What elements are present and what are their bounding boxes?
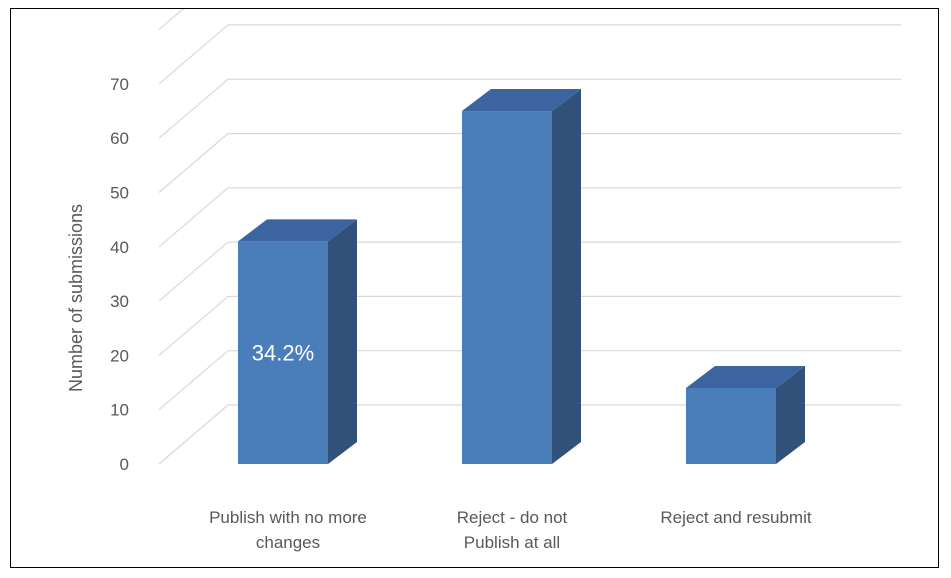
gridline-diagonal: [158, 295, 229, 356]
y-tick-label: 20: [110, 346, 129, 365]
bar-top: [686, 365, 805, 388]
labels: 0 10 20 30 40 50 60 70 34.2% Publish with no more…: [110, 75, 812, 552]
chart-frame: 0 10 20 30 40 50 60 70 34.2% Publish with no more…: [10, 8, 939, 568]
gridline-diagonal: [158, 241, 229, 302]
x-category-label: Publish at all: [464, 533, 560, 552]
bar-1: [462, 89, 581, 465]
y-tick-label: 0: [120, 455, 129, 474]
bar-top: [238, 219, 357, 242]
gridline-diagonal: [158, 9, 185, 31]
y-axis-title: Number of submissions: [66, 204, 86, 392]
bars: [238, 89, 805, 465]
x-category-label: Reject - do not: [457, 508, 568, 527]
gridline-diagonal: [158, 78, 229, 139]
bar-front: [238, 241, 328, 464]
bar-chart: 0 10 20 30 40 50 60 70 34.2% Publish with no more…: [66, 9, 901, 552]
bar-0: [238, 219, 357, 464]
x-category-label: Reject and resubmit: [660, 508, 811, 527]
y-tick-label: 70: [110, 75, 129, 94]
gridline-diagonal: [158, 404, 229, 465]
y-tick-label: 50: [110, 184, 129, 203]
gridline-diagonal: [158, 350, 229, 411]
gridline-diagonal: [158, 24, 229, 85]
x-category-label: changes: [256, 533, 320, 552]
bar-top: [462, 89, 581, 112]
x-category-label: Publish with no more: [209, 508, 367, 527]
bar-side: [552, 89, 581, 465]
data-label: 34.2%: [252, 341, 314, 366]
bar-side: [776, 365, 805, 464]
bar-front: [686, 387, 776, 464]
gridline-diagonal: [158, 187, 229, 248]
gridline-diagonal: [158, 133, 229, 193]
y-tick-label: 40: [110, 238, 129, 257]
bar-front: [462, 111, 552, 465]
y-tick-label: 30: [110, 292, 129, 311]
bar-side: [328, 219, 357, 464]
bar-2: [686, 365, 805, 464]
y-tick-label: 10: [110, 401, 129, 420]
y-tick-label: 60: [110, 129, 129, 148]
